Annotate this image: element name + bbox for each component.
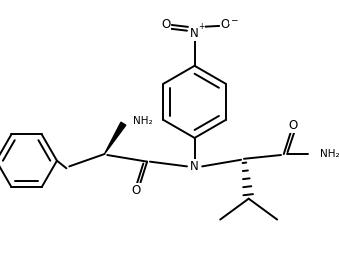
Text: O: O	[131, 184, 140, 197]
Text: NH₂: NH₂	[133, 116, 153, 126]
Text: O: O	[220, 17, 230, 31]
Polygon shape	[104, 122, 126, 154]
Text: N: N	[190, 160, 199, 173]
Text: N: N	[190, 27, 199, 40]
Text: O: O	[289, 119, 298, 132]
Text: O: O	[161, 17, 171, 31]
Text: +: +	[198, 22, 204, 31]
Text: −: −	[230, 15, 237, 24]
Text: NH₂: NH₂	[320, 149, 339, 159]
